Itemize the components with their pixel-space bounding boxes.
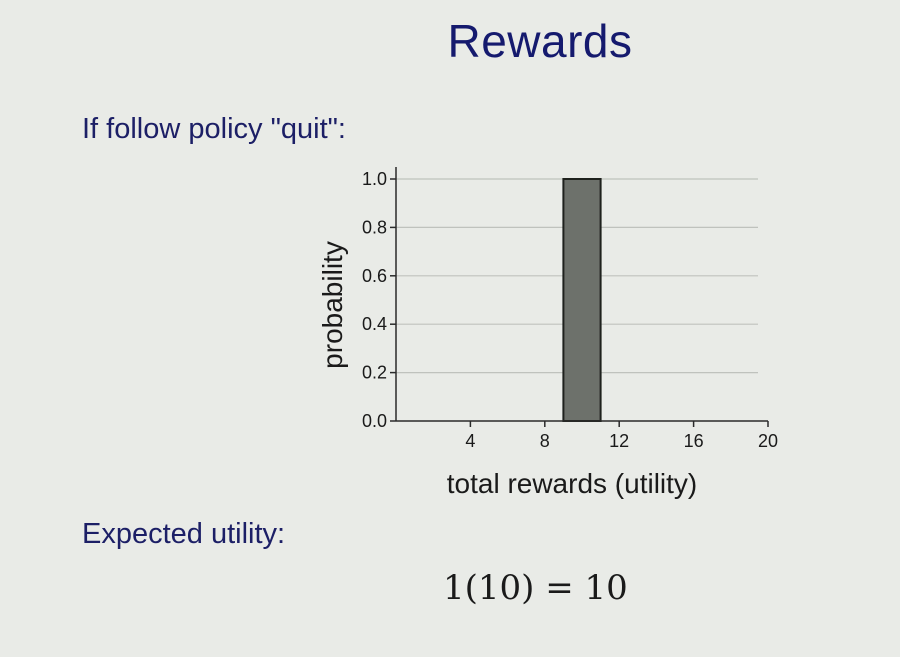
tick-labels: 0.0 0.2 0.4 0.6 0.8 1.0 4 8 12 16 20 (362, 169, 778, 451)
x-tick-label: 12 (609, 431, 629, 451)
y-tick-label: 0.2 (362, 363, 387, 383)
reward-distribution-chart: 0.0 0.2 0.4 0.6 0.8 1.0 4 8 12 16 20 total rewards… (317, 167, 778, 499)
y-tick-label: 0.4 (362, 314, 387, 334)
y-tick-label: 0.6 (362, 266, 387, 286)
x-tick-label: 16 (684, 431, 704, 451)
y-tick-label: 0.0 (362, 411, 387, 431)
slide-title: Rewards (447, 15, 633, 67)
y-tick-label: 1.0 (362, 169, 387, 189)
x-tick-label: 4 (465, 431, 475, 451)
expected-utility-equation: 1(10) = 10 (443, 568, 628, 608)
y-tick-label: 0.8 (362, 217, 387, 237)
policy-heading: If follow policy "quit": (82, 113, 346, 145)
x-tick-label: 8 (540, 431, 550, 451)
bar (562, 178, 602, 422)
bars (562, 178, 602, 422)
axes (390, 167, 769, 427)
expected-utility-heading: Expected utility: (82, 518, 286, 550)
x-axis-label: total rewards (utility) (447, 468, 698, 499)
x-tick-label: 20 (758, 431, 778, 451)
y-axis-label: probability (317, 241, 348, 369)
